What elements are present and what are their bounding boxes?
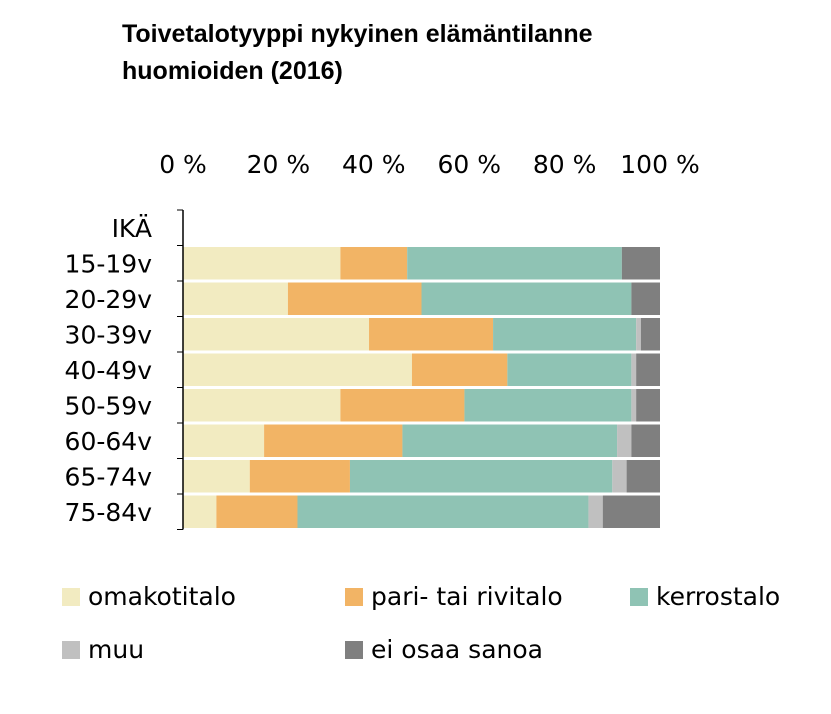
bar-segment [421,282,632,315]
bar-segment [636,318,641,351]
y-tick-label: 75-84v [65,498,153,527]
bar-segment [183,247,341,280]
x-tick-label: 40 % [342,150,406,179]
bar-segment [631,389,637,422]
bar-segment [402,424,618,457]
legend-swatch [630,588,648,606]
bar-segment [183,353,412,386]
y-tick-label: 50-59v [65,391,153,420]
legend-swatch [345,588,363,606]
legend-label: muu [88,635,144,664]
chart-title: huomioiden (2016) [122,57,343,85]
bar-segment [636,389,660,422]
bar-segment [640,318,660,351]
bar-segment [183,389,341,422]
bar-segment [183,495,217,528]
bar-segment [183,318,370,351]
bar-segment [183,460,250,493]
x-tick-label: 0 % [159,150,207,179]
y-tick-label: 60-64v [65,427,153,456]
legend-label: kerrostalo [656,582,780,611]
legend-label: ei osaa sanoa [371,635,543,664]
legend-label: omakotitalo [88,582,236,611]
bar-segment [602,495,660,528]
bar-segment [407,247,622,280]
bar-segment [612,460,627,493]
x-tick-label: 100 % [620,150,699,179]
y-tick-label: 20-29v [65,285,153,314]
bar-segment [636,353,660,386]
y-tick-label: 65-74v [65,462,153,491]
x-tick-label: 20 % [247,150,311,179]
bar-segment [183,424,265,457]
bar-segment [349,460,613,493]
chart-title: Toivetalotyyppi nykyinen elämäntilanne [122,20,593,48]
y-tick-label: 40-49v [65,356,153,385]
bar-segment [631,424,660,457]
bar-segment [297,495,589,528]
bar-segment [216,495,298,528]
bar-segment [340,247,408,280]
bar-segment [493,318,637,351]
bar-segment [411,353,508,386]
bar-segment [621,247,660,280]
bar-segment [617,424,632,457]
x-tick-label: 60 % [437,150,501,179]
bar-segment [369,318,494,351]
bar-segment [249,460,350,493]
bar-segment [340,389,465,422]
bar-segment [183,282,288,315]
legend-swatch [62,588,80,606]
y-axis-label: IKÄ [112,214,152,243]
x-tick-label: 80 % [533,150,597,179]
bar-segment [626,460,660,493]
bar-segment [464,389,632,422]
bar-segment [631,353,637,386]
y-tick-label: 30-39v [65,320,153,349]
legend-swatch [345,641,363,659]
legend-swatch [62,641,80,659]
bar-segment [588,495,603,528]
bar-segment [631,282,660,315]
legend-label: pari- tai rivitalo [371,582,563,611]
bar-segment [507,353,632,386]
bar-segment [287,282,422,315]
y-tick-label: 15-19v [65,249,153,278]
bar-segment [264,424,403,457]
